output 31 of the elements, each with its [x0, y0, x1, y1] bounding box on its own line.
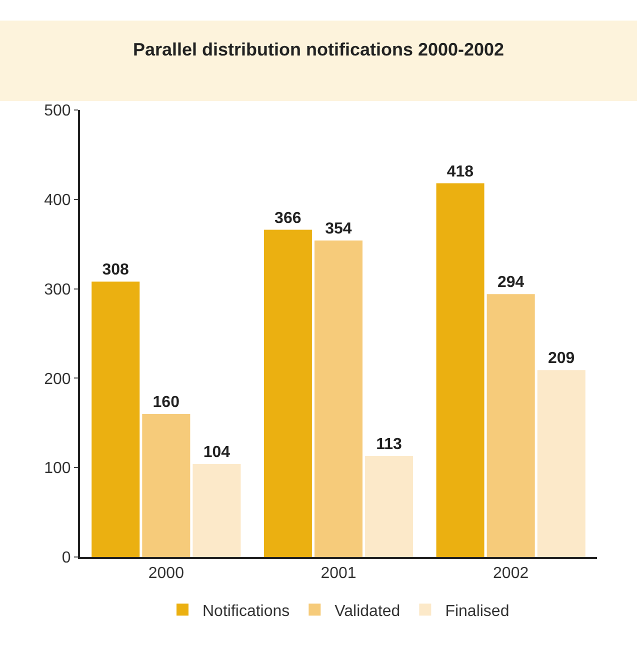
- bar: [314, 240, 363, 557]
- data-label: 308: [102, 262, 130, 279]
- bar: [486, 294, 535, 557]
- bar: [264, 230, 312, 557]
- x-tick-label: 2002: [493, 565, 529, 582]
- data-label: 418: [446, 163, 474, 180]
- data-label: 104: [203, 444, 230, 462]
- data-label: 113: [376, 436, 402, 453]
- bar: [192, 464, 241, 557]
- data-label: 354: [325, 220, 352, 238]
- y-tick-label: 200: [44, 370, 71, 388]
- x-tick-label: 2001: [320, 565, 356, 582]
- y-tick-label: 100: [44, 460, 71, 478]
- y-tick-label: 0: [62, 550, 71, 567]
- data-label: 294: [497, 274, 524, 292]
- bar: [365, 456, 414, 557]
- legend-label: Notifications: [202, 602, 290, 620]
- data-label: 160: [152, 394, 180, 411]
- legend-label: Validated: [334, 602, 400, 620]
- data-label: 209: [548, 350, 575, 368]
- bar: [436, 183, 484, 557]
- x-tick-label: 2000: [148, 565, 184, 582]
- bar: [537, 370, 586, 557]
- y-tick-label: 500: [44, 102, 71, 120]
- y-tick-label: 300: [44, 281, 71, 298]
- bar: [142, 414, 190, 557]
- legend-label: Finalised: [445, 602, 510, 620]
- y-tick-label: 400: [44, 192, 71, 209]
- data-label: 366: [274, 210, 302, 227]
- bar: [92, 282, 140, 557]
- chart-title: Parallel distribution notifications 2000-2002: [132, 39, 504, 60]
